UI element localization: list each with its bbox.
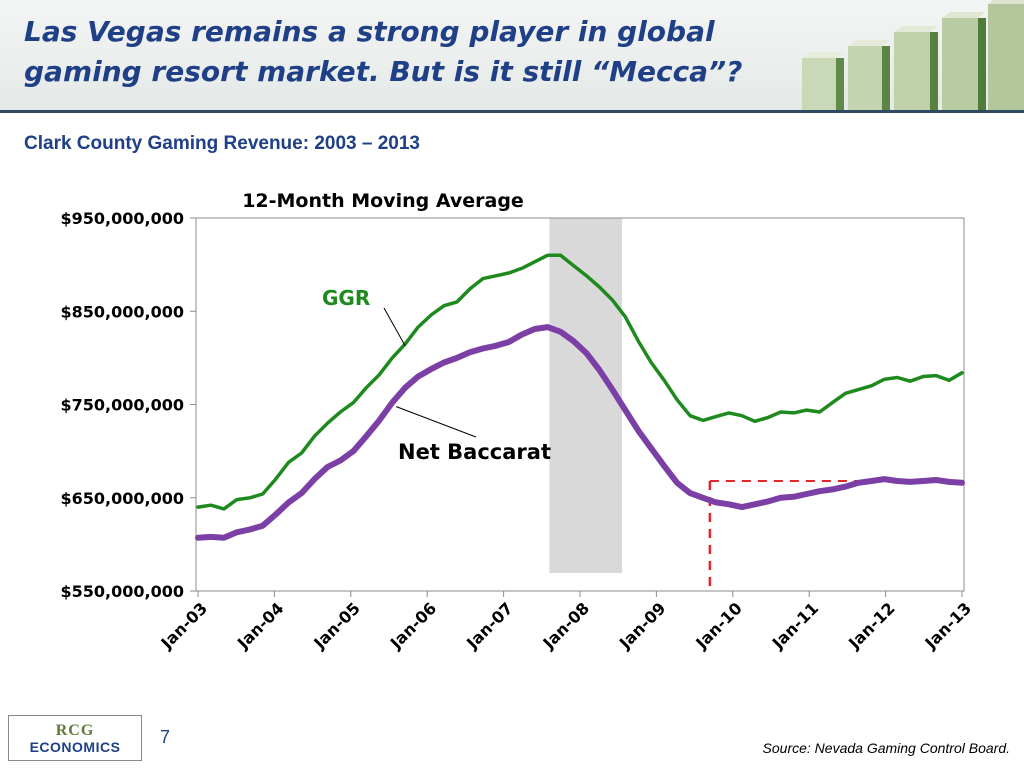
bar-graphic-icon (802, 0, 1024, 110)
chart-title: 12-Month Moving Average (242, 190, 524, 212)
y-tick-label: $550,000,000 (61, 582, 184, 601)
x-tick-label: Jan-06 (386, 599, 440, 653)
x-tick-label: Jan-07 (462, 599, 516, 653)
chart-subtitle: Clark County Gaming Revenue: 2003 – 2013 (24, 133, 420, 154)
series-line-ggr (196, 253, 964, 511)
header-divider (0, 110, 1024, 113)
logo-wordmark-top: RCG (55, 722, 95, 739)
x-tick-label: Jan-12 (844, 599, 898, 653)
ggr-annotation: GGR (322, 286, 370, 310)
page-number: 7 (160, 727, 171, 747)
y-tick-label: $950,000,000 (61, 209, 184, 228)
y-tick-label: $650,000,000 (61, 489, 184, 508)
slide-title: Las Vegas remains a strong player in glo… (24, 12, 784, 92)
recession-band (549, 218, 623, 573)
x-tick-label: Jan-13 (921, 599, 975, 653)
title-line-1: Las Vegas remains a strong player in glo… (24, 15, 715, 48)
y-tick-label: $850,000,000 (61, 302, 184, 321)
source-note: Source: Nevada Gaming Control Board. (762, 740, 1010, 756)
x-tick-label: Jan-05 (309, 599, 363, 653)
net-baccarat-annotation: Net Baccarat (398, 440, 551, 464)
x-tick-label: Jan-03 (157, 599, 211, 653)
series-line-net-baccarat (195, 324, 965, 541)
x-tick-label: Jan-11 (768, 599, 822, 653)
x-tick-label: Jan-10 (691, 599, 745, 653)
y-tick-label: $750,000,000 (61, 396, 184, 415)
x-tick-label: Jan-08 (539, 599, 593, 653)
revenue-line-chart: 12-Month Moving Average $950,000,000 $850… (61, 190, 976, 653)
rcg-economics-logo: RCG ECONOMICS (8, 715, 142, 761)
baccarat-leader-line (396, 406, 477, 438)
title-line-2: gaming resort market. But is it still “M… (24, 55, 743, 88)
x-tick-label: Jan-04 (233, 599, 287, 653)
x-tick-label: Jan-09 (615, 599, 669, 653)
logo-wordmark-bottom: ECONOMICS (29, 739, 121, 755)
ggr-leader-line (383, 307, 406, 347)
